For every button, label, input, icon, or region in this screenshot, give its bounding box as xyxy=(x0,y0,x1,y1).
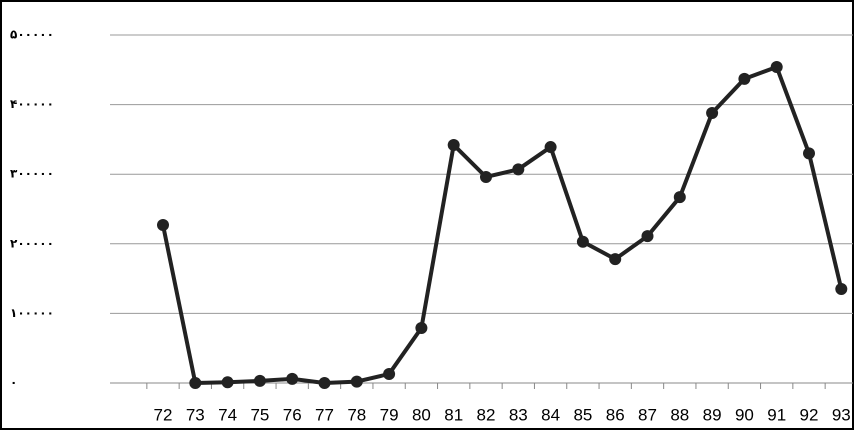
x-tick-label: 86 xyxy=(606,405,625,424)
y-tick-label: ۲۰۰۰۰۰ xyxy=(10,236,54,250)
point xyxy=(286,373,298,385)
x-tick-label: 78 xyxy=(347,405,366,424)
x-tick-label: 83 xyxy=(509,405,528,424)
point xyxy=(383,368,395,380)
x-tick-label: 75 xyxy=(250,405,269,424)
point xyxy=(803,147,815,159)
x-tick-label: 74 xyxy=(218,405,237,424)
point xyxy=(448,139,460,151)
y-tick-label: ۵۰۰۰۰۰ xyxy=(10,28,54,42)
point xyxy=(254,375,266,387)
chart: ۰ ۱۰۰۰۰۰ ۲۰۰۰۰۰ ۳۰۰۰۰۰ ۴۰۰۰۰۰ ۵۰۰۰۰۰ 72 73 74 75 7… xyxy=(0,0,854,430)
y-tick-label: ۰ xyxy=(10,376,17,390)
point xyxy=(642,230,654,242)
page: ۰ ۱۰۰۰۰۰ ۲۰۰۰۰۰ ۳۰۰۰۰۰ ۴۰۰۰۰۰ ۵۰۰۰۰۰ 72 73 74 75 7… xyxy=(0,0,854,430)
x-tick-label: 76 xyxy=(283,405,302,424)
point xyxy=(577,236,589,248)
point xyxy=(222,376,234,388)
y-tick-label: ۳۰۰۰۰۰ xyxy=(10,167,54,181)
point xyxy=(738,73,750,85)
x-tick-label: 89 xyxy=(703,405,722,424)
point xyxy=(480,171,492,183)
x-tick-label: 82 xyxy=(477,405,496,424)
frame xyxy=(1,1,853,429)
y-tick-label: ۴۰۰۰۰۰ xyxy=(10,97,54,111)
point xyxy=(512,163,524,175)
x-tick-label: 90 xyxy=(735,405,754,424)
x-tick-label: 85 xyxy=(573,405,592,424)
point xyxy=(351,376,363,388)
x-tick-label: 92 xyxy=(800,405,819,424)
x-tick-label: 77 xyxy=(315,405,334,424)
point xyxy=(674,191,686,203)
point xyxy=(706,107,718,119)
y-tick-label: ۱۰۰۰۰۰ xyxy=(10,306,54,320)
x-tick-label: 72 xyxy=(154,405,173,424)
x-tick-label: 73 xyxy=(186,405,205,424)
x-tick-label: 80 xyxy=(412,405,431,424)
point xyxy=(189,377,201,389)
point xyxy=(157,219,169,231)
point xyxy=(415,322,427,334)
x-tick-label: 88 xyxy=(670,405,689,424)
x-tick-label: 91 xyxy=(767,405,786,424)
point xyxy=(771,61,783,73)
point xyxy=(609,253,621,265)
x-tick-label: 81 xyxy=(444,405,463,424)
x-tick-label: 93 xyxy=(832,405,851,424)
x-tick-label: 87 xyxy=(638,405,657,424)
point xyxy=(835,283,847,295)
point xyxy=(545,141,557,153)
x-tick-label: 79 xyxy=(380,405,399,424)
x-tick-label: 84 xyxy=(541,405,560,424)
point xyxy=(319,377,331,389)
